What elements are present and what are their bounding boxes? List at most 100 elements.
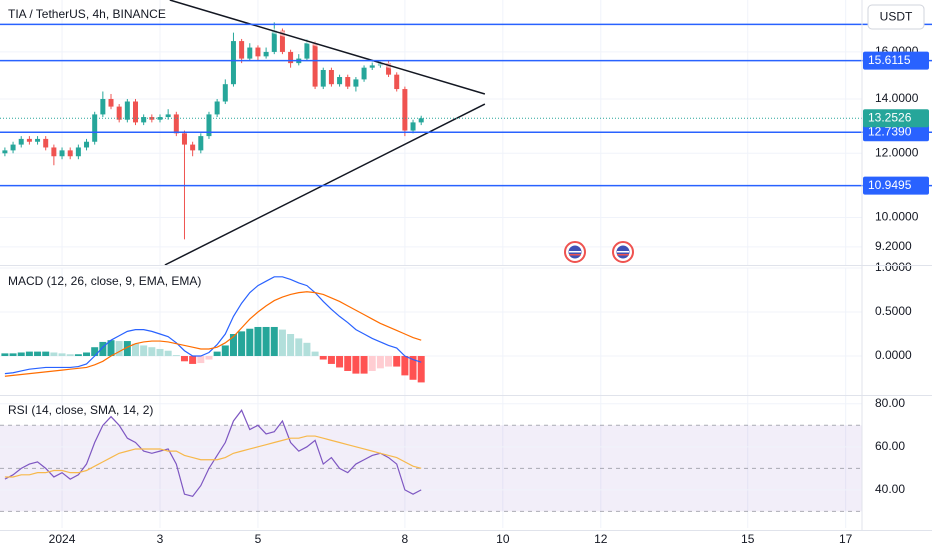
histogram-bar — [311, 351, 319, 357]
level-label: 12.7390 — [868, 124, 912, 138]
histogram-bar — [66, 354, 74, 357]
histogram-bar — [74, 354, 82, 357]
y-tick-label: 12.0000 — [875, 145, 919, 159]
candle-body — [239, 41, 245, 59]
indicator-line — [4, 291, 422, 377]
candle-body — [369, 65, 375, 68]
level-label-box — [863, 51, 929, 70]
candle-body — [312, 43, 318, 87]
candle-body — [181, 133, 187, 145]
histogram-bar — [205, 356, 213, 360]
candle-body — [328, 69, 334, 85]
candle-body — [271, 30, 277, 52]
histogram-bar — [295, 338, 303, 357]
histogram-bar — [344, 356, 352, 371]
histogram-bar — [148, 347, 156, 357]
currency-label: USDT — [880, 10, 913, 24]
candle-body — [394, 74, 400, 90]
candle-body — [353, 79, 359, 87]
candle-body — [51, 147, 57, 157]
candle-body — [263, 51, 269, 57]
candle-body — [92, 114, 98, 142]
histogram-bar — [246, 328, 254, 357]
y-tick-label: 1.0000 — [875, 260, 912, 274]
histogram-bar — [123, 341, 131, 357]
histogram-bar — [327, 356, 335, 364]
histogram-bar — [197, 356, 205, 364]
candle-body — [255, 47, 261, 57]
level-label-box — [863, 123, 929, 142]
candle-body — [18, 138, 24, 145]
histogram-bar — [376, 356, 384, 369]
y-tick-label: 80.00 — [875, 396, 905, 410]
x-tick-label: 12 — [594, 532, 608, 546]
x-tick-label: 5 — [255, 532, 262, 546]
candle-body — [410, 122, 416, 131]
level-label-box — [863, 176, 929, 195]
histogram-bar — [132, 343, 140, 357]
histogram-bar — [1, 353, 9, 357]
candle-body — [402, 89, 408, 131]
candle-body — [149, 117, 155, 120]
histogram-bar — [336, 356, 344, 368]
histogram-bar — [9, 353, 17, 357]
candle-body — [2, 150, 8, 154]
x-tick-label: 10 — [496, 532, 510, 546]
rsi-title: RSI (14, close, SMA, 14, 2) — [8, 403, 153, 417]
level-label: 15.6115 — [868, 53, 911, 67]
event-flag[interactable] — [612, 241, 634, 263]
y-tick-label: 60.00 — [875, 439, 905, 453]
candle-body — [108, 98, 114, 107]
candle-body — [165, 114, 171, 118]
candle-body — [173, 114, 179, 134]
indicator-line — [4, 409, 422, 498]
y-tick-label: 14.0000 — [875, 91, 919, 105]
x-tick-label: 17 — [839, 532, 853, 546]
x-tick-label: 2024 — [49, 532, 76, 546]
candle-body — [337, 77, 343, 85]
y-tick-label: 9.2000 — [875, 239, 912, 253]
histogram-bar — [42, 351, 50, 357]
histogram-bar — [156, 348, 164, 357]
histogram-bar — [417, 356, 425, 383]
histogram-bar — [409, 356, 417, 380]
candle-body — [386, 63, 392, 75]
histogram-bar — [229, 334, 237, 357]
candle-body — [43, 138, 49, 148]
candle-body — [345, 77, 351, 87]
histogram-bar — [254, 326, 262, 357]
histogram-bar — [393, 356, 401, 367]
candle-body — [26, 138, 32, 142]
trendline — [164, 103, 486, 266]
histogram-bar — [385, 356, 393, 367]
y-tick-label: 40.00 — [875, 482, 905, 496]
histogram-bar — [180, 356, 188, 362]
candle-body — [141, 117, 147, 123]
histogram-bar — [50, 352, 58, 357]
y-tick-label: 10.0000 — [875, 210, 919, 224]
histogram-bar — [262, 326, 270, 357]
candle-body — [124, 101, 130, 120]
y-tick-label: 0.0000 — [875, 348, 912, 362]
candle-body — [279, 30, 285, 52]
event-flag[interactable] — [564, 241, 586, 263]
histogram-bar — [278, 329, 286, 357]
candle-body — [75, 147, 81, 157]
histogram-bar — [58, 353, 66, 357]
trendline — [169, 0, 486, 95]
candle-body — [67, 150, 73, 157]
candle-body — [320, 69, 326, 87]
currency-button[interactable] — [867, 4, 925, 30]
candle-body — [418, 118, 424, 123]
histogram-bar — [287, 334, 295, 357]
symbol-title: TIA / TetherUS, 4h, BINANCE — [8, 7, 166, 21]
candle-body — [288, 51, 294, 64]
x-tick-label: 8 — [402, 532, 409, 546]
candle-body — [190, 144, 196, 151]
histogram-bar — [83, 352, 91, 357]
histogram-bar — [91, 347, 99, 357]
histogram-bar — [352, 356, 360, 374]
histogram-bar — [319, 356, 327, 360]
y-tick-label: 0.5000 — [875, 304, 912, 318]
histogram-bar — [270, 326, 278, 357]
